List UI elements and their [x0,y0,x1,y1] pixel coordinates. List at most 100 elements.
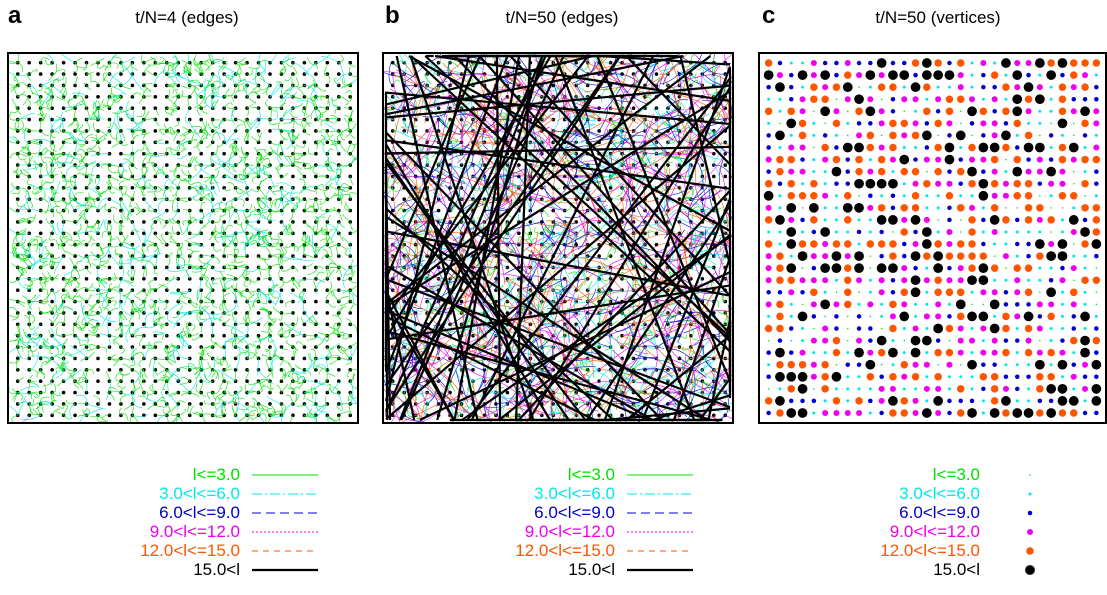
edge [307,147,316,155]
edge [17,82,29,89]
edge [269,414,284,418]
edge [74,110,76,120]
edge [92,324,99,334]
lattice-vertex [425,117,429,122]
edge [147,403,156,410]
edge [50,96,53,108]
edge [45,85,53,90]
edge [85,120,90,132]
edge [702,255,717,266]
lattice-vertex [107,197,112,201]
lattice-vertex [38,288,43,292]
edge [63,77,67,86]
edge [187,79,194,86]
edge [258,228,260,245]
edge [289,221,294,231]
edge [103,104,110,109]
edge [73,379,84,389]
edge [53,152,65,157]
edge [58,212,64,222]
edge [276,182,294,189]
edge [132,92,142,97]
edge [52,130,60,134]
edge [350,344,357,359]
edge [279,245,284,257]
edge [223,340,227,359]
edge [304,119,311,127]
edge [281,358,291,365]
edge [62,90,66,99]
edge [315,115,322,122]
edge [109,187,116,194]
edge [287,387,295,393]
edge [272,355,282,359]
edge [235,174,248,182]
edge [142,267,145,277]
edge [69,345,87,359]
edge [120,369,131,376]
edge [132,164,138,170]
lattice-vertex [50,368,54,372]
edge [245,266,248,275]
edge [51,198,58,207]
edge [39,255,48,263]
edge [57,221,64,234]
edge [51,180,61,200]
edge [345,318,352,325]
edge [269,348,278,370]
edge [333,138,340,154]
edge [304,242,315,250]
edge [120,199,133,217]
edge [101,414,110,419]
edge [32,408,42,417]
edge [57,403,65,409]
edge [150,299,168,304]
edge [217,142,225,148]
edge [450,164,468,171]
edge [74,223,82,234]
edge [327,117,337,124]
edge [330,96,340,102]
edge [494,165,497,174]
edge [334,187,340,196]
edge [626,346,646,373]
lattice-vertex [153,413,158,418]
edge [517,202,521,222]
lattice-vertex [153,129,158,133]
edge [246,239,257,245]
edge [272,253,282,258]
edge [21,415,30,422]
edge [441,357,474,371]
edge [271,290,282,302]
edge [77,148,87,154]
edge [155,403,168,408]
edge [338,267,343,277]
edge [132,255,143,262]
edge [246,380,259,398]
edge [132,328,140,336]
edge [23,255,30,262]
edge [152,358,156,379]
edge [350,264,357,268]
edge [315,130,323,133]
edge [320,119,328,127]
edge [267,286,271,302]
edge [109,357,119,361]
lattice-vertex [402,197,406,201]
edge [181,390,190,393]
edge [178,134,186,143]
edge [56,69,66,75]
edge [74,335,89,341]
edge [131,346,134,364]
edge [635,62,680,92]
edge [725,389,730,416]
edge [279,69,287,75]
edge [235,187,244,194]
edge [204,88,213,109]
edge [321,108,328,114]
edge [246,70,253,76]
edge [261,209,271,213]
edge [154,301,156,313]
lattice-vertex [654,254,659,258]
edge [330,221,340,239]
